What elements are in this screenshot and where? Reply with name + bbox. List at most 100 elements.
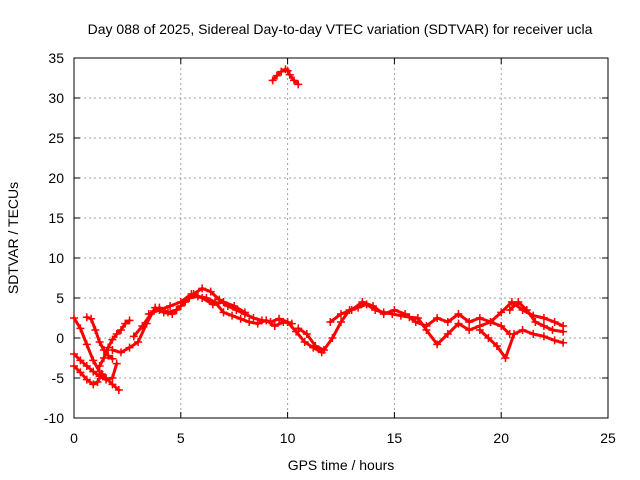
- data-point: [70, 362, 78, 370]
- data-point: [82, 340, 91, 349]
- data-point: [285, 70, 294, 79]
- data-point: [454, 310, 463, 318]
- data-point: [99, 354, 108, 362]
- data-point: [228, 311, 237, 320]
- data-point: [270, 322, 279, 330]
- data-point: [531, 318, 540, 326]
- data-point: [236, 314, 245, 323]
- data-point: [108, 374, 117, 382]
- y-axis-label: SDTVAR / TECUs: [5, 182, 21, 294]
- data-point: [283, 318, 292, 326]
- data-point: [108, 335, 117, 344]
- data-point: [70, 314, 78, 322]
- x-tick-label: 10: [280, 430, 296, 446]
- series-sat-l: [478, 328, 565, 360]
- data-point: [121, 319, 130, 328]
- data-point: [497, 308, 506, 317]
- data-point: [302, 330, 311, 338]
- data-point: [138, 322, 147, 330]
- data-point: [272, 71, 281, 80]
- data-point: [76, 324, 85, 333]
- data-point: [492, 342, 501, 350]
- data-point: [326, 318, 335, 326]
- data-point: [328, 334, 337, 342]
- x-tick-label: 15: [387, 430, 403, 446]
- data-point: [172, 306, 181, 314]
- data-point: [245, 318, 254, 326]
- x-tick-label: 5: [177, 430, 185, 446]
- data-point: [89, 367, 98, 376]
- data-point: [129, 332, 138, 341]
- data-point: [108, 354, 117, 363]
- data-point: [319, 346, 328, 354]
- data-point: [82, 362, 91, 370]
- data-point: [102, 375, 111, 384]
- data-point: [539, 332, 548, 341]
- data-point: [163, 308, 172, 317]
- grid: [74, 58, 608, 418]
- data-point: [311, 342, 320, 350]
- data-point: [219, 298, 228, 306]
- data-point: [70, 350, 78, 358]
- data-point: [369, 302, 378, 310]
- data-point: [401, 310, 410, 318]
- data-point: [454, 319, 463, 328]
- data-point: [268, 76, 277, 85]
- y-tick-label: 10: [48, 250, 64, 266]
- data-point: [155, 306, 164, 314]
- data-point: [559, 327, 568, 336]
- data-point: [539, 322, 548, 330]
- data-point: [125, 343, 134, 352]
- y-tick-label: 0: [56, 330, 64, 346]
- data-point: [411, 318, 420, 326]
- data-point: [104, 343, 113, 352]
- data-point: [433, 340, 442, 349]
- axis-ticks: 0 5 10 15 20 25 -10 -5 0 5 10 15 20 25 30 35: [44, 50, 616, 446]
- data-point: [514, 298, 523, 306]
- series-sat-f: [110, 294, 294, 354]
- data-point: [337, 310, 345, 318]
- data-point: [501, 354, 510, 362]
- data-point: [112, 359, 121, 368]
- data-point: [443, 330, 452, 338]
- y-tick-label: -5: [52, 370, 65, 386]
- data-point: [347, 306, 356, 314]
- series-sat-h: [147, 292, 247, 316]
- data-point: [275, 314, 284, 323]
- data-point: [522, 306, 531, 314]
- data-point: [529, 330, 538, 338]
- data-point: [484, 334, 493, 342]
- data-series: [70, 65, 568, 394]
- data-point: [550, 336, 559, 345]
- data-point: [257, 316, 266, 325]
- data-point: [116, 326, 125, 334]
- data-point: [358, 298, 367, 306]
- data-point: [486, 318, 495, 326]
- data-point: [433, 314, 442, 322]
- data-point: [144, 310, 153, 318]
- data-point: [198, 284, 207, 293]
- data-point: [465, 326, 474, 334]
- data-point: [337, 318, 345, 326]
- data-point: [294, 324, 303, 333]
- data-point: [134, 338, 143, 346]
- data-point: [82, 375, 91, 384]
- data-point: [475, 326, 484, 334]
- data-point: [198, 294, 207, 302]
- data-point: [116, 348, 125, 357]
- data-point: [559, 338, 568, 347]
- data-point: [114, 386, 123, 394]
- x-tick-label: 20: [493, 430, 509, 446]
- data-point: [95, 338, 104, 346]
- data-point: [240, 308, 249, 317]
- data-point: [497, 322, 506, 330]
- data-point: [208, 300, 217, 309]
- data-point: [300, 338, 309, 346]
- series-sat-j: [296, 302, 512, 352]
- data-point: [87, 314, 96, 323]
- data-point: [91, 326, 100, 334]
- data-point: [76, 368, 85, 377]
- y-tick-label: 5: [56, 290, 64, 306]
- data-point: [539, 314, 548, 322]
